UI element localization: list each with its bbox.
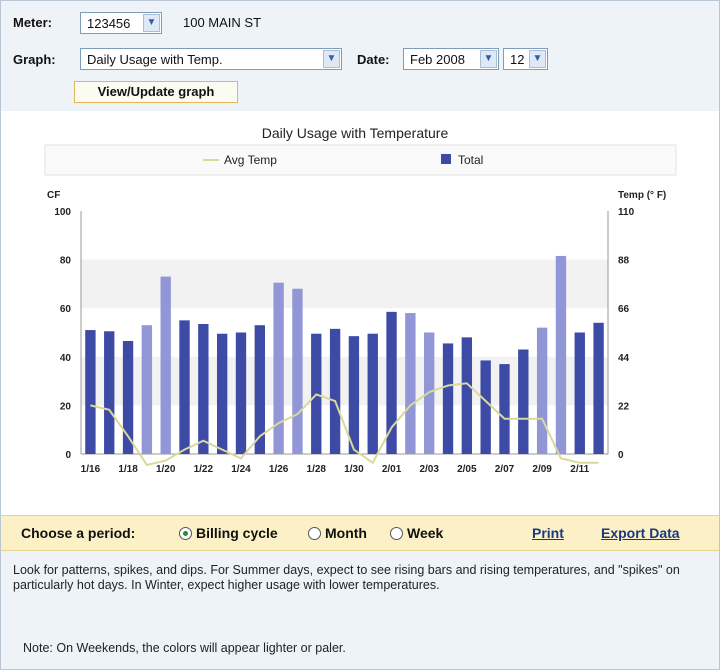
usage-bar	[329, 328, 341, 454]
chevron-down-icon: ▼	[143, 14, 160, 32]
grid-band	[81, 259, 608, 309]
usage-bar	[160, 276, 171, 454]
x-tick-label: 1/30	[344, 464, 364, 475]
x-tick-label: 1/26	[269, 464, 289, 475]
meter-label: Meter:	[13, 15, 53, 30]
usage-bar	[480, 360, 491, 454]
graph-value: Daily Usage with Temp.	[87, 52, 223, 67]
period-label: Choose a period:	[21, 525, 136, 541]
period-bar: Choose a period: Billing cycle Month Wee…	[1, 515, 719, 551]
x-tick-label: 2/01	[382, 464, 402, 475]
usage-chart: Daily Usage with Temperature Avg Temp To…	[44, 125, 677, 475]
usage-bar	[198, 323, 209, 454]
radio-icon	[308, 527, 321, 540]
x-tick-label: 2/03	[419, 464, 439, 475]
y-tick-label-left: 0	[65, 450, 71, 461]
legend-box	[44, 144, 677, 176]
y-tick-label-left: 20	[60, 401, 72, 412]
x-tick-label: 2/11	[570, 464, 589, 475]
date-month-select[interactable]: Feb 2008 ▼	[403, 48, 499, 70]
chevron-down-icon: ▼	[480, 50, 497, 68]
x-tick-label: 1/24	[231, 464, 251, 475]
usage-bar	[574, 332, 585, 454]
chart-panel: Daily Usage with Temperature Avg Temp To…	[1, 111, 719, 515]
chevron-down-icon: ▼	[323, 50, 340, 68]
radio-selected-icon	[179, 527, 192, 540]
x-tick-label: 1/16	[81, 464, 101, 475]
view-update-graph-button[interactable]: View/Update graph	[74, 81, 238, 103]
date-day-value: 12	[510, 52, 525, 67]
usage-bar	[179, 320, 190, 454]
grid-band	[81, 356, 608, 406]
y-tick-label-right: 66	[618, 304, 630, 315]
y-tick-label-left: 60	[60, 304, 72, 315]
y-tick-label-right: 88	[618, 256, 630, 267]
plot-area: 0 20 40 60 80 100 0 22 44 66 88 110 1/16 1/18 1/20 1/22…	[54, 207, 634, 475]
graph-label: Graph:	[13, 52, 56, 67]
print-link[interactable]: Print	[532, 525, 564, 541]
x-tick-label: 1/22	[194, 464, 214, 475]
radio-icon	[390, 527, 403, 540]
date-month-value: Feb 2008	[410, 52, 465, 67]
right-axis-label: Temp (° F)	[618, 190, 666, 201]
notes-panel: Look for patterns, spikes, and dips. For…	[1, 551, 719, 669]
y-tick-label-left: 80	[60, 256, 72, 267]
date-day-select[interactable]: 12 ▼	[503, 48, 548, 70]
avg-temp-line	[90, 382, 599, 467]
x-tick-label: 2/05	[457, 464, 477, 475]
meter-value: 123456	[87, 16, 131, 31]
x-tick-label: 1/18	[118, 464, 138, 475]
usage-bar	[386, 311, 397, 454]
meter-select[interactable]: 123456 ▼	[80, 12, 162, 34]
legend-bar-label: Total	[458, 153, 483, 167]
chart-title: Daily Usage with Temperature	[262, 125, 449, 141]
usage-bar	[85, 330, 96, 454]
y-tick-label-right: 22	[618, 401, 630, 412]
usage-bar	[216, 333, 228, 454]
x-tick-label: 1/28	[307, 464, 327, 475]
weekend-note: Note: On Weekends, the colors will appea…	[23, 641, 346, 655]
usage-bar	[593, 322, 604, 454]
usage-bar	[499, 364, 510, 454]
usage-bar	[405, 313, 416, 454]
usage-bar	[442, 343, 454, 454]
usage-bar	[141, 325, 153, 454]
usage-bar	[122, 341, 134, 454]
usage-bar	[292, 288, 303, 454]
usage-bar	[348, 336, 360, 454]
y-tick-label-right: 110	[618, 207, 635, 218]
usage-bar	[104, 331, 115, 454]
usage-bar	[461, 337, 473, 454]
y-tick-label-left: 100	[54, 207, 71, 218]
radio-week[interactable]: Week	[390, 525, 443, 541]
usage-bar	[254, 325, 265, 454]
x-tick-label: 2/09	[532, 464, 552, 475]
left-axis-label: CF	[47, 190, 60, 201]
y-tick-label-right: 44	[618, 353, 630, 364]
x-tick-label: 1/20	[156, 464, 176, 475]
usage-bar	[367, 333, 378, 454]
radio-billing-cycle-label: Billing cycle	[196, 525, 278, 541]
usage-bar	[536, 327, 548, 454]
radio-month-label: Month	[325, 525, 367, 541]
export-data-link[interactable]: Export Data	[601, 525, 680, 541]
usage-bar	[273, 282, 284, 454]
radio-week-label: Week	[407, 525, 444, 541]
legend-line-label: Avg Temp	[224, 153, 277, 167]
usage-bar	[518, 349, 529, 454]
radio-month[interactable]: Month	[308, 525, 367, 541]
y-tick-label-left: 40	[60, 353, 72, 364]
usage-bar	[235, 332, 247, 454]
date-label: Date:	[357, 52, 390, 67]
y-tick-label-right: 0	[618, 450, 624, 461]
graph-select[interactable]: Daily Usage with Temp. ▼	[80, 48, 342, 70]
usage-bar	[555, 255, 567, 454]
chevron-down-icon: ▼	[529, 50, 546, 68]
x-tick-label: 2/07	[495, 464, 515, 475]
legend-bar-swatch	[441, 154, 451, 164]
radio-billing-cycle[interactable]: Billing cycle	[179, 525, 278, 541]
meter-address: 100 MAIN ST	[183, 15, 262, 30]
guidance-text: Look for patterns, spikes, and dips. For…	[13, 563, 680, 592]
